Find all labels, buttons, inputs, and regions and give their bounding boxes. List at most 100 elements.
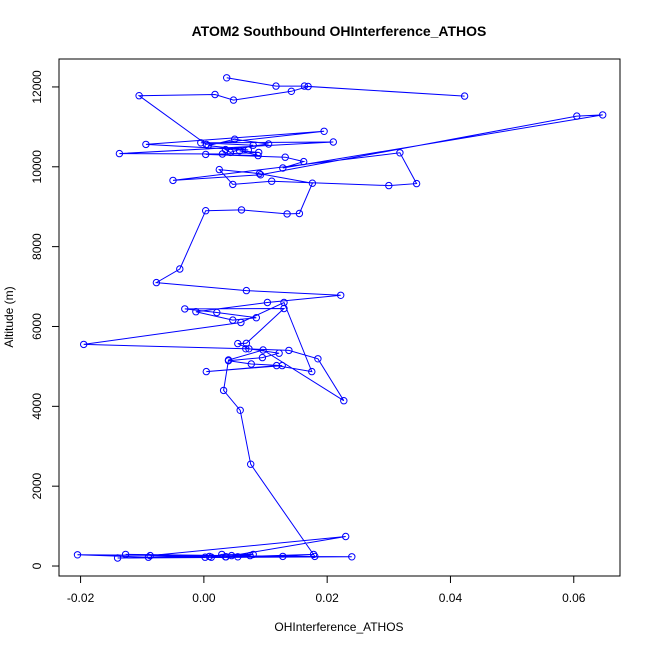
data-point: [272, 361, 281, 370]
data-point: [224, 356, 233, 364]
data-point: [252, 314, 260, 322]
data-point: [202, 207, 210, 215]
data-point: [213, 308, 221, 317]
x-axis-label: OHInterference_ATHOS: [274, 620, 403, 634]
data-point: [264, 140, 273, 148]
series-line: [77, 77, 603, 559]
series-points: [73, 74, 607, 562]
data-point: [242, 345, 250, 353]
data-point: [283, 210, 291, 218]
data-point: [197, 139, 205, 147]
data-point: [275, 349, 283, 357]
data-point: [181, 305, 189, 313]
data-point: [223, 74, 231, 82]
y-axis-label: Altitude (m): [2, 286, 16, 347]
data-point: [218, 550, 226, 559]
data-point: [229, 96, 238, 104]
data-point: [202, 367, 211, 376]
data-point: [256, 171, 265, 179]
data-point: [308, 179, 317, 187]
data-point: [272, 82, 280, 90]
data-point: [242, 286, 251, 295]
data-point: [295, 209, 304, 218]
data-point: [254, 151, 262, 160]
y-axis: 0 2000 4000 6000 8000 10000 12000: [30, 70, 60, 569]
data-point: [259, 346, 267, 354]
data-point: [73, 551, 82, 559]
data-point: [236, 406, 244, 414]
data-point: [573, 112, 581, 120]
data-point: [309, 550, 318, 559]
data-point: [460, 92, 469, 100]
data-point: [337, 291, 345, 299]
data-point: [229, 180, 237, 189]
series-lines: [77, 77, 603, 559]
data-point: [247, 460, 255, 468]
data-point: [340, 397, 348, 405]
data-point: [144, 553, 153, 561]
data-point: [176, 265, 184, 273]
x-tick-label: 0.00: [192, 591, 216, 605]
data-point: [396, 149, 404, 157]
data-point: [121, 550, 130, 559]
data-point: [287, 87, 296, 96]
data-point: [152, 278, 161, 287]
data-point: [237, 318, 245, 327]
data-point: [263, 298, 272, 307]
plot-frame: [58, 58, 621, 577]
data-point: [247, 360, 256, 368]
x-tick-label: -0.02: [67, 591, 95, 605]
data-point: [285, 346, 293, 355]
data-point: [202, 150, 210, 159]
data-point: [80, 340, 88, 349]
y-tick-label: 12000: [30, 70, 44, 104]
data-point: [115, 149, 124, 158]
data-point: [311, 552, 319, 561]
data-point: [201, 553, 209, 561]
data-point: [255, 169, 264, 178]
data-point: [342, 532, 350, 541]
x-axis: -0.02 0.00 0.02 0.04 0.06: [67, 575, 586, 605]
data-point: [113, 554, 122, 562]
data-point: [222, 553, 230, 561]
data-point: [329, 138, 337, 146]
data-point: [204, 141, 212, 150]
data-point: [142, 140, 150, 149]
data-point: [300, 157, 308, 166]
data-point: [320, 127, 328, 136]
data-point: [237, 206, 246, 214]
data-point: [279, 164, 287, 172]
data-point: [385, 181, 393, 190]
data-point: [304, 82, 312, 91]
data-point: [279, 552, 287, 561]
data-point: [226, 148, 235, 157]
data-point: [205, 552, 214, 561]
data-point: [278, 361, 286, 370]
data-point: [281, 153, 289, 161]
data-point: [234, 339, 242, 348]
data-point: [135, 92, 143, 100]
data-point: [229, 316, 237, 324]
data-point: [244, 146, 253, 154]
data-point: [218, 150, 227, 158]
chart-title: ATOM2 Southbound OHInterference_ATHOS: [192, 23, 487, 39]
data-point: [314, 355, 322, 363]
data-point: [268, 177, 276, 185]
data-point: [235, 147, 244, 155]
data-point: [348, 553, 356, 561]
data-point: [215, 165, 224, 174]
x-tick-label: 0.04: [439, 591, 463, 605]
data-point: [249, 141, 257, 149]
y-tick-label: 10000: [30, 150, 44, 184]
x-tick-label: 0.02: [315, 591, 339, 605]
data-point: [255, 148, 263, 157]
data-point: [231, 135, 239, 143]
y-tick-label: 6000: [30, 313, 44, 340]
data-point: [219, 386, 228, 395]
data-point: [280, 298, 288, 307]
y-tick-label: 0: [30, 562, 44, 569]
data-point: [192, 308, 200, 316]
data-point: [412, 179, 421, 188]
data-point: [245, 345, 253, 353]
